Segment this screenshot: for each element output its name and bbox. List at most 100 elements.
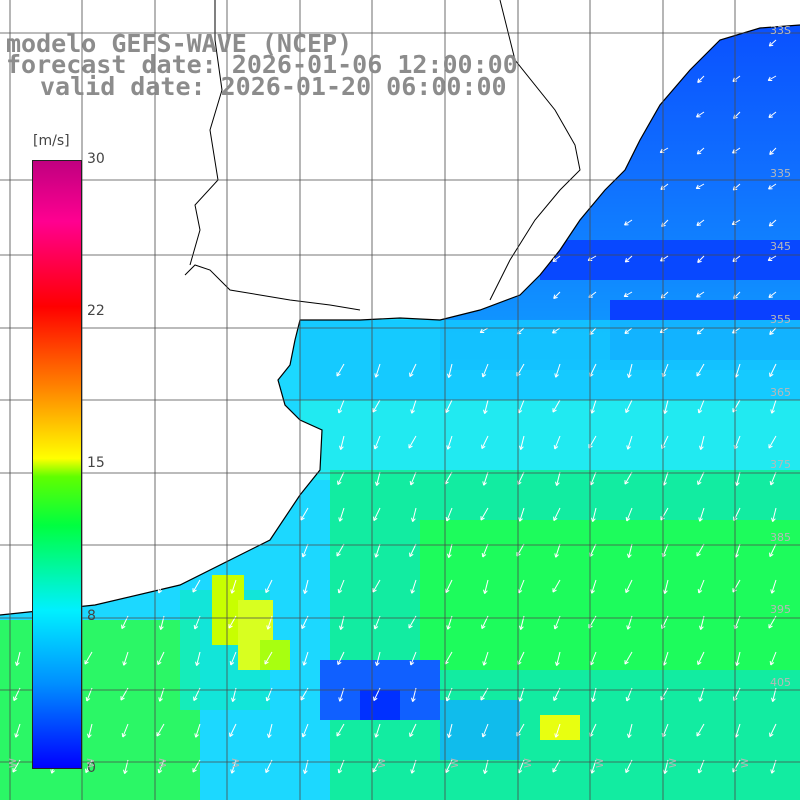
wind-arrow [663, 651, 669, 666]
wind-arrow [552, 579, 561, 593]
wind-arrow-head [699, 518, 703, 522]
wind-arrow-head [769, 553, 774, 558]
wind-arrow [627, 435, 633, 450]
wind-arrow-head [625, 409, 630, 414]
wind-arrow-head [484, 770, 488, 774]
wind-arrow [769, 543, 777, 557]
wind-arrow [338, 579, 345, 594]
wind-arrow [770, 471, 777, 486]
wind-arrow [660, 291, 669, 299]
wind-arrow-head [123, 662, 127, 666]
wind-arrow-head [769, 373, 774, 378]
wind-arrow-head [663, 409, 666, 414]
wind-arrow-head [372, 769, 377, 773]
wind-arrow-head [157, 661, 162, 666]
wind-arrow-head [195, 734, 199, 738]
wind-arrow-head [303, 769, 306, 774]
wind-arrow [192, 579, 201, 593]
wind-arrow [264, 651, 273, 665]
wind-arrow-head [482, 481, 485, 486]
forecast-date: forecast date: 2026-01-06 12:00:00 [6, 50, 518, 79]
wind-arrow [84, 651, 93, 665]
wind-arrow-head [659, 148, 663, 153]
wind-arrow-head [770, 482, 775, 486]
lon-label: W [595, 758, 606, 768]
wind-arrow [158, 579, 165, 594]
lon-label: W [377, 758, 388, 768]
wind-arrow-head [588, 625, 593, 629]
wind-arrow-head [733, 116, 738, 119]
wind-arrow-head [447, 733, 450, 738]
wind-arrow-head [696, 330, 699, 335]
wind-arrow [552, 399, 561, 413]
wind-arrow-head [481, 372, 484, 378]
wind-arrow [482, 543, 489, 558]
wind-arrow-head [409, 553, 414, 558]
wind-arrow-head [554, 553, 557, 558]
wind-arrow-head [768, 293, 771, 298]
wind-arrow-head [412, 518, 416, 522]
wind-arrow-head [736, 662, 740, 666]
wind-arrow-head [373, 624, 376, 630]
wind-arrow [123, 651, 129, 666]
wind-arrow-head [230, 662, 235, 666]
wind-arrow-head [409, 733, 414, 738]
lon-label: W [8, 758, 19, 768]
wind-arrow-head [338, 590, 343, 594]
lat-label: 385 [770, 531, 791, 544]
wind-arrow-head [374, 733, 377, 738]
wind-arrow [696, 111, 705, 118]
wind-arrow-head [552, 260, 557, 262]
lat-label: 33S [770, 24, 791, 37]
wind-arrow-head [624, 221, 627, 226]
wind-arrow-head [556, 482, 560, 486]
wind-arrow-head [447, 626, 451, 630]
wind-arrow [591, 399, 597, 414]
wind-arrow-head [626, 518, 631, 522]
wind-arrow-head [553, 517, 558, 522]
wind-arrow-head [411, 697, 414, 702]
wind-arrow-head [375, 554, 379, 558]
wind-arrow-head [519, 698, 523, 702]
wind-arrow [664, 399, 669, 414]
wind-arrow-head [733, 296, 738, 299]
wind-arrow [696, 219, 705, 226]
wind-arrow-head [625, 769, 630, 774]
wind-arrow-head [769, 224, 774, 227]
wind-arrow-head [337, 588, 340, 594]
wind-arrow-head [159, 625, 162, 630]
wind-arrow [446, 507, 453, 522]
wind-peak-southeast [540, 715, 580, 740]
wind-arrow-head [664, 590, 668, 594]
wind-arrow-head [482, 374, 487, 378]
wind-arrow [732, 75, 741, 82]
wind-arrow [732, 327, 741, 334]
wind-arrow [697, 471, 705, 485]
wind-arrow-head [627, 446, 631, 450]
wind-arrow-head [409, 373, 414, 378]
wind-arrow-head [13, 697, 18, 702]
wind-arrow-head [409, 660, 412, 666]
wind-arrow [736, 651, 741, 666]
wind-arrow-head [590, 409, 593, 414]
wind-arrow-head [516, 553, 521, 557]
wind-arrow-head [85, 769, 90, 774]
lon-label: W [523, 758, 534, 768]
lat-label: 375 [770, 458, 791, 471]
wind-arrow [697, 75, 705, 83]
wind-arrow [769, 147, 777, 155]
wind-arrow-head [446, 698, 451, 702]
wind-arrow [195, 723, 201, 738]
wind-arrow-head [696, 113, 699, 118]
wind-arrow [375, 543, 381, 558]
wind-arrow [483, 471, 489, 486]
wind-arrow-head [768, 113, 771, 118]
wind-arrow-head [663, 769, 666, 774]
wind-arrow-head [124, 590, 128, 594]
wind-arrow-head [159, 698, 163, 702]
wind-arrow [517, 651, 525, 665]
wind-arrow [265, 579, 273, 593]
wind-arrow-head [483, 769, 486, 774]
wind-arrow-head [698, 590, 703, 594]
wind-arrow [732, 183, 741, 191]
